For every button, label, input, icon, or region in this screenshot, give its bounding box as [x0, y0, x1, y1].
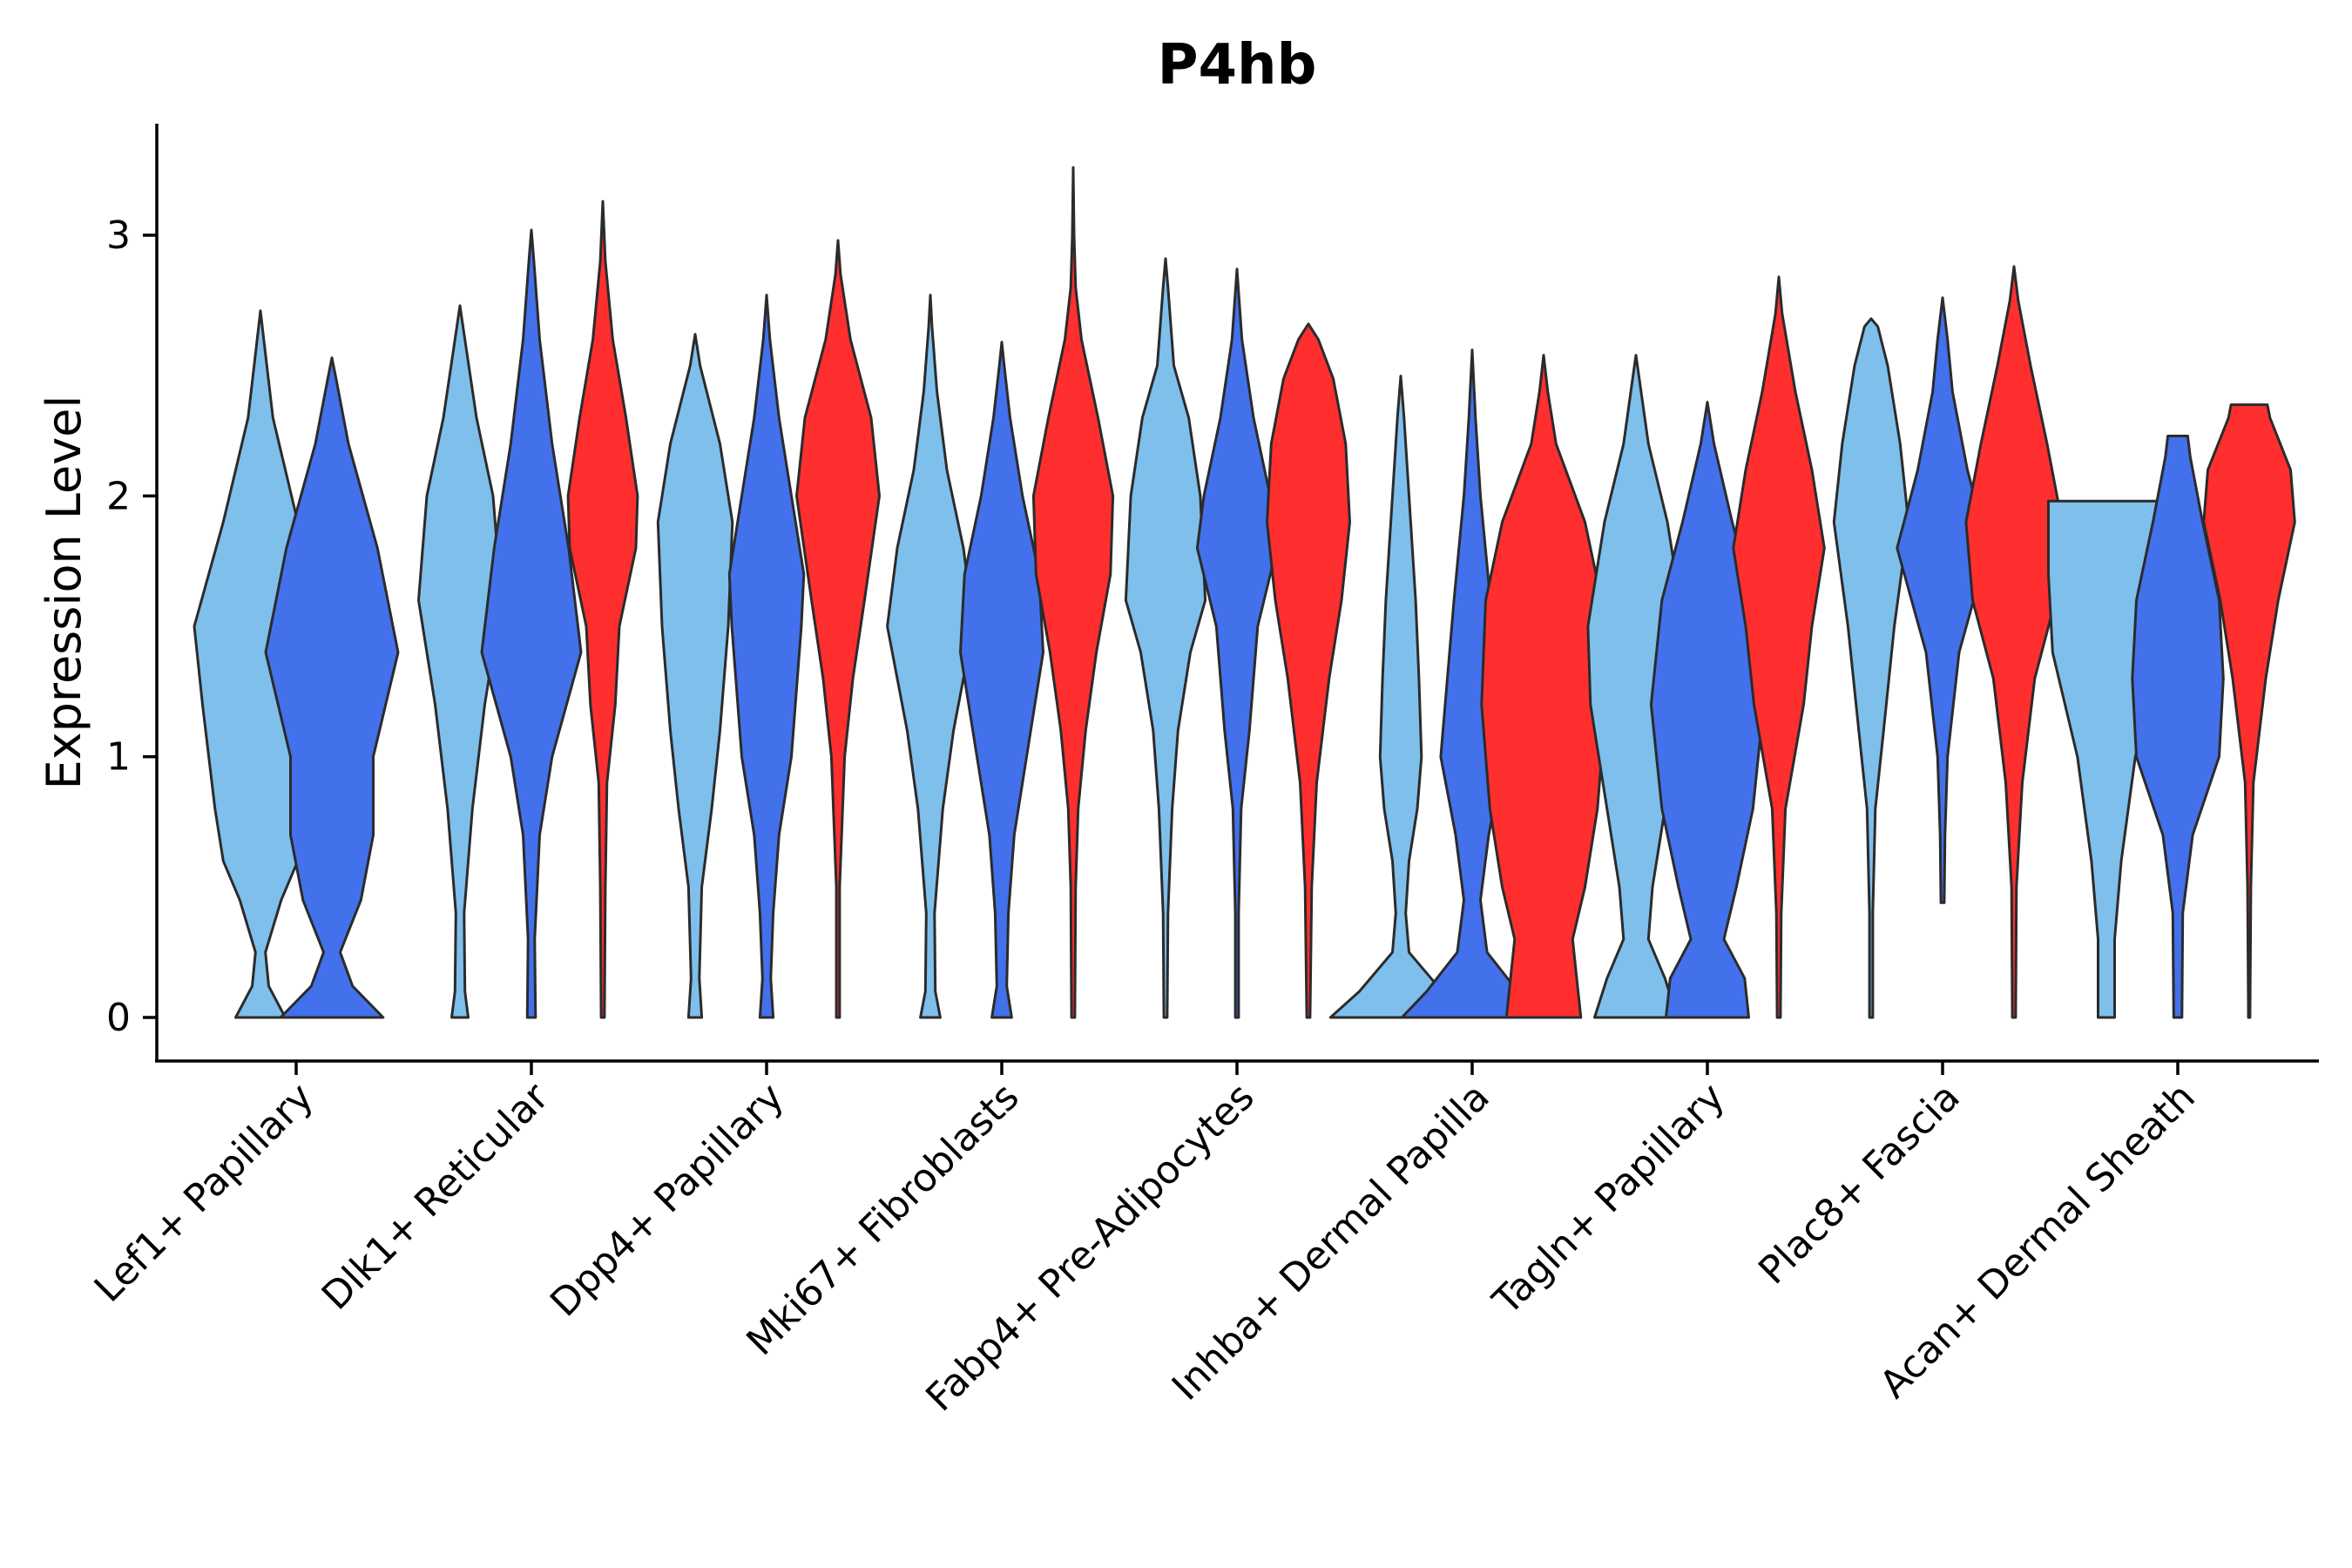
x-tick-label: Dpp4+ Papillary	[542, 1075, 793, 1326]
violin-2-series-1	[417, 304, 503, 1019]
violins-layer	[193, 166, 2296, 1019]
violin-9-series-2	[2131, 435, 2225, 1019]
violin-2-series-2	[480, 228, 583, 1019]
violin-6-series-3	[1480, 354, 1607, 1019]
x-tick-label: Plac8+ Fascia	[1750, 1075, 1969, 1294]
violin-7-series-3	[1732, 275, 1826, 1019]
violin-6-series-1	[1328, 375, 1473, 1019]
violin-6-series-2	[1400, 348, 1544, 1019]
violin-3-series-2	[727, 294, 806, 1019]
y-tick-label: 0	[106, 996, 131, 1040]
violin-5-series-3	[1266, 322, 1351, 1019]
violin-2-series-3	[566, 199, 639, 1019]
violin-5-series-1	[1124, 257, 1207, 1019]
y-tick-label: 3	[106, 213, 131, 258]
violin-8-series-3	[1964, 265, 2064, 1019]
y-tick-label: 1	[106, 735, 131, 780]
violin-4-series-1	[886, 294, 975, 1019]
chart-title: P4hb	[1158, 33, 1317, 98]
x-tick-label: Tagln+ Papillary	[1484, 1075, 1734, 1324]
y-axis-label: Expression Level	[37, 395, 91, 790]
violin-7-series-1	[1586, 354, 1686, 1019]
y-tick-label: 2	[106, 474, 131, 518]
x-tick-label: Dlk1+ Reticular	[314, 1074, 558, 1319]
violin-5-series-2	[1195, 267, 1279, 1019]
violin-8-series-1	[1832, 317, 1910, 1019]
y-ticks: 0 1 2 3	[106, 213, 157, 1040]
violin-9-series-3	[2202, 403, 2296, 1019]
x-tick-label: Lef1+ Papillary	[86, 1075, 322, 1311]
violin-4-series-2	[959, 341, 1044, 1019]
violin-3-series-1	[656, 333, 734, 1019]
violin-4-series-3	[1031, 166, 1115, 1019]
violin-8-series-2	[1896, 296, 1990, 904]
violin-1-series-2	[264, 356, 400, 1019]
violin-3-series-3	[795, 239, 881, 1019]
